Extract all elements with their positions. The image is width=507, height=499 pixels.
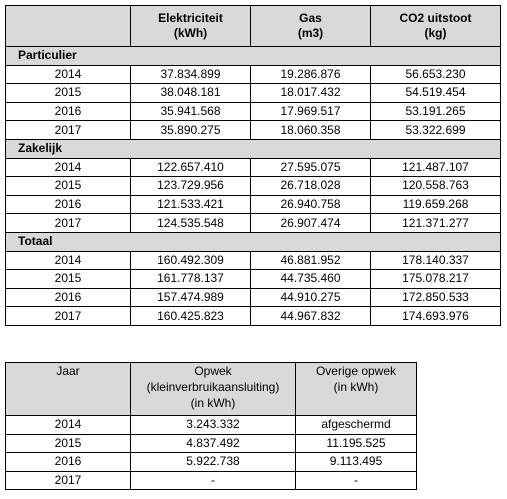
header-cell: Opwek (kleinverbruikaansluiting) (in kWh…: [130, 362, 296, 416]
data-row: 2015 123.729.956 26.718.028 120.558.763: [5, 176, 501, 196]
data-row: 2016 157.474.989 44.910.275 172.850.533: [5, 287, 501, 308]
value-cell: 35.941.568: [130, 101, 251, 122]
section-row: Zakelijk: [5, 138, 501, 159]
header-cell: Gas (m3): [250, 5, 371, 47]
value-cell: 121.533.421: [130, 194, 251, 215]
data-row: 2014 37.834.899 19.286.876 56.653.230: [5, 64, 501, 85]
value-cell: 174.693.976: [370, 306, 501, 326]
year-cell: 2017: [5, 470, 131, 491]
value-cell: 26.718.028: [250, 176, 371, 196]
value-cell: 157.474.989: [130, 287, 251, 308]
year-cell: 2014: [5, 415, 131, 435]
value-cell: -: [130, 470, 296, 491]
value-cell: 172.850.533: [370, 287, 501, 308]
value-cell: 44.967.832: [250, 306, 371, 326]
data-row: 2014 160.492.309 46.881.952 178.140.337: [5, 250, 501, 271]
value-cell: 17.969.517: [250, 101, 371, 122]
value-cell: 53.191.265: [370, 101, 501, 122]
year-cell: 2016: [5, 101, 131, 122]
value-cell: 121.487.107: [370, 157, 501, 178]
year-cell: 2015: [5, 269, 131, 289]
data-row: 2017- -: [5, 470, 417, 491]
header-cell: CO2 uitstoot (kg): [370, 5, 501, 47]
header-cell: Elektriciteit (kWh): [130, 5, 251, 47]
year-cell: 2017: [5, 120, 131, 140]
header-row: Jaar Opwek (kleinverbruikaansluiting) (i…: [5, 362, 417, 416]
value-cell: 44.735.460: [250, 269, 371, 289]
value-cell: 160.425.823: [130, 306, 251, 326]
value-cell: 27.595.075: [250, 157, 371, 178]
value-cell: 160.492.309: [130, 250, 251, 271]
value-cell: 4.837.492: [130, 433, 296, 454]
year-cell: 2015: [5, 433, 131, 454]
value-cell: 56.653.230: [370, 64, 501, 85]
value-cell: 46.881.952: [250, 250, 371, 271]
value-cell: 120.558.763: [370, 176, 501, 196]
value-cell: 38.048.181: [130, 83, 251, 103]
section-row: Particulier: [5, 46, 501, 66]
value-cell: 26.940.758: [250, 194, 371, 215]
year-cell: 2017: [5, 306, 131, 326]
value-cell: 122.657.410: [130, 157, 251, 178]
value-cell: 9.113.495: [295, 452, 417, 472]
value-cell: 175.078.217: [370, 269, 501, 289]
value-cell: 5.922.738: [130, 452, 296, 472]
value-cell: 44.910.275: [250, 287, 371, 308]
value-cell: 37.834.899: [130, 64, 251, 85]
energy-table: Elektriciteit (kWh) Gas (m3) CO2 uitstoo…: [5, 5, 501, 326]
value-cell: 123.729.956: [130, 176, 251, 196]
value-cell: 26.907.474: [250, 213, 371, 233]
year-cell: 2015: [5, 83, 131, 103]
value-cell: 35.890.275: [130, 120, 251, 140]
data-row: 2015 161.778.137 44.735.460 175.078.217: [5, 269, 501, 289]
year-cell: 2016: [5, 287, 131, 308]
value-cell: 54.519.454: [370, 83, 501, 103]
year-cell: 2014: [5, 64, 131, 85]
value-cell: 3.243.332: [130, 415, 296, 435]
value-cell: 178.140.337: [370, 250, 501, 271]
value-cell: 121.371.277: [370, 213, 501, 233]
header-row: Elektriciteit (kWh) Gas (m3) CO2 uitstoo…: [5, 5, 501, 47]
value-cell: 124.535.548: [130, 213, 251, 233]
value-cell: 53.322.699: [370, 120, 501, 140]
year-cell: 2016: [5, 194, 131, 215]
header-cell: Overige opwek (in kWh): [295, 362, 417, 416]
section-row: Totaal: [5, 231, 501, 252]
year-cell: 2017: [5, 213, 131, 233]
data-row: 2017 160.425.823 44.967.832 174.693.976: [5, 306, 501, 326]
value-cell: 18.060.358: [250, 120, 371, 140]
year-cell: 2015: [5, 176, 131, 196]
value-cell: 11.195.525: [295, 433, 417, 454]
value-cell: 18.017.432: [250, 83, 371, 103]
year-cell: 2014: [5, 250, 131, 271]
header-cell: [5, 5, 131, 47]
section-label: Zakelijk: [5, 138, 501, 159]
value-cell: 119.659.268: [370, 194, 501, 215]
generation-table: Jaar Opwek (kleinverbruikaansluiting) (i…: [5, 362, 417, 491]
data-row: 2016 5.922.738 9.113.495: [5, 452, 417, 472]
data-row: 2014 3.243.332 afgeschermd: [5, 415, 417, 435]
data-row: 2017 35.890.275 18.060.358 53.322.699: [5, 120, 501, 140]
value-cell: 161.778.137: [130, 269, 251, 289]
data-row: 2015 4.837.492 11.195.525: [5, 433, 417, 454]
header-cell: Jaar: [5, 362, 131, 416]
value-cell: afgeschermd: [295, 415, 417, 435]
year-cell: 2014: [5, 157, 131, 178]
value-cell: 19.286.876: [250, 64, 371, 85]
section-label: Totaal: [5, 231, 501, 252]
data-row: 2016 35.941.568 17.969.517 53.191.265: [5, 101, 501, 122]
data-row: 2017 124.535.548 26.907.474 121.371.277: [5, 213, 501, 233]
data-row: 2016 121.533.421 26.940.758 119.659.268: [5, 194, 501, 215]
data-row: 2015 38.048.181 18.017.432 54.519.454: [5, 83, 501, 103]
value-cell: -: [295, 470, 417, 491]
data-row: 2014 122.657.410 27.595.075 121.487.107: [5, 157, 501, 178]
section-label: Particulier: [5, 46, 501, 66]
year-cell: 2016: [5, 452, 131, 472]
